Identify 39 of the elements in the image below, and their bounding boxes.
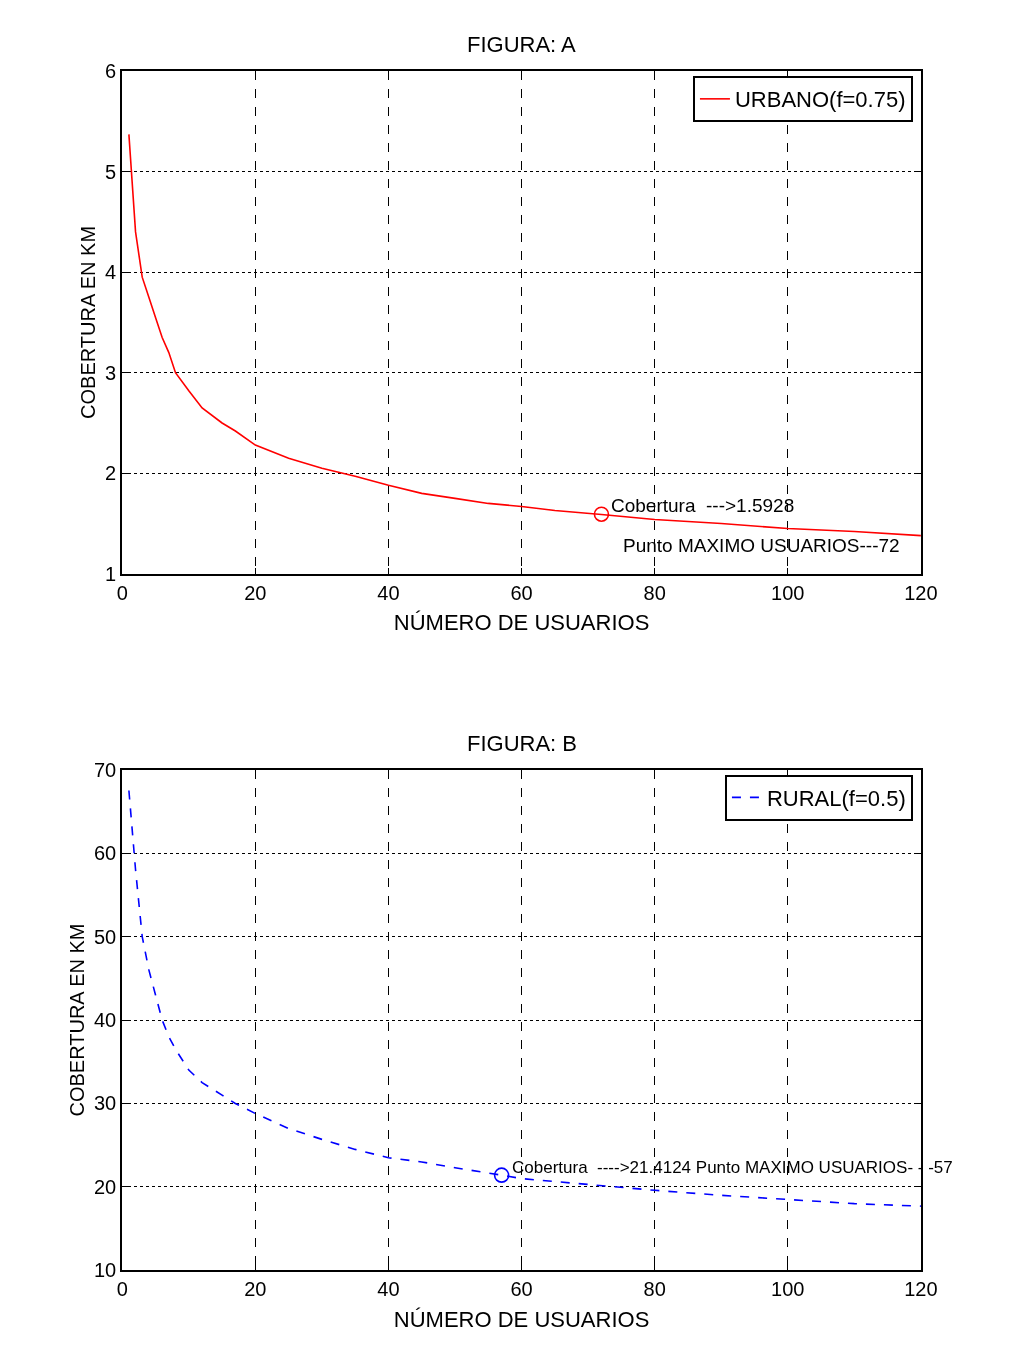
legend-label: RURAL(f=0.5) [766, 786, 906, 811]
y-tick-label: 40 [93, 1009, 117, 1032]
y-tick-label: 60 [93, 842, 117, 865]
y-tick-label: 50 [93, 925, 117, 948]
y-tick-label: 30 [93, 1092, 117, 1115]
y-tick-label: 4 [105, 261, 117, 284]
annotation: Cobertura --->1.5928 [611, 495, 795, 516]
y-tick-label: 5 [105, 160, 117, 183]
x-tick-label: 120 [904, 581, 938, 604]
x-tick-label: 0 [116, 581, 128, 604]
y-tick-label: 20 [93, 1175, 117, 1198]
x-tick-label: 80 [643, 581, 666, 604]
legend-label: URBANO(f=0.75) [734, 87, 906, 113]
x-tick-label: 40 [377, 1278, 400, 1301]
x-tick-label: 60 [510, 581, 533, 604]
annotation: Cobertura ---->21.4124 Punto MAXIMO USUARIOS- - -57 [512, 1158, 953, 1177]
chart-title: FIGURA: B [467, 731, 578, 756]
y-tick-label: 10 [93, 1259, 117, 1282]
x-tick-label: 20 [244, 581, 267, 604]
y-tick-label: 3 [105, 361, 117, 384]
x-tick-label: 60 [510, 1278, 533, 1301]
chart-title: FIGURA: A [467, 32, 577, 57]
y-tick-label: 1 [105, 562, 117, 585]
annotation: Punto MAXIMO USUARIOS---72 [623, 535, 900, 556]
x-tick-label: 40 [377, 581, 400, 604]
y-tick-label: 2 [105, 462, 117, 485]
y-axis-title: COBERTURA EN KM [65, 923, 88, 1117]
x-tick-label: 20 [244, 1278, 267, 1301]
x-tick-label: 80 [643, 1278, 666, 1301]
y-axis-title: COBERTURA EN KM [77, 225, 100, 419]
x-tick-label: 100 [771, 581, 805, 604]
x-tick-label: 0 [116, 1278, 128, 1301]
x-tick-label: 120 [904, 1278, 938, 1301]
line-series [128, 133, 921, 537]
x-tick-label: 100 [771, 1278, 805, 1301]
x-axis-title: NÚMERO DE USUARIOS [393, 610, 650, 636]
x-axis-title: NÚMERO DE USUARIOS [393, 1306, 650, 1332]
y-tick-label: 6 [105, 60, 117, 83]
y-tick-label: 70 [93, 758, 117, 781]
